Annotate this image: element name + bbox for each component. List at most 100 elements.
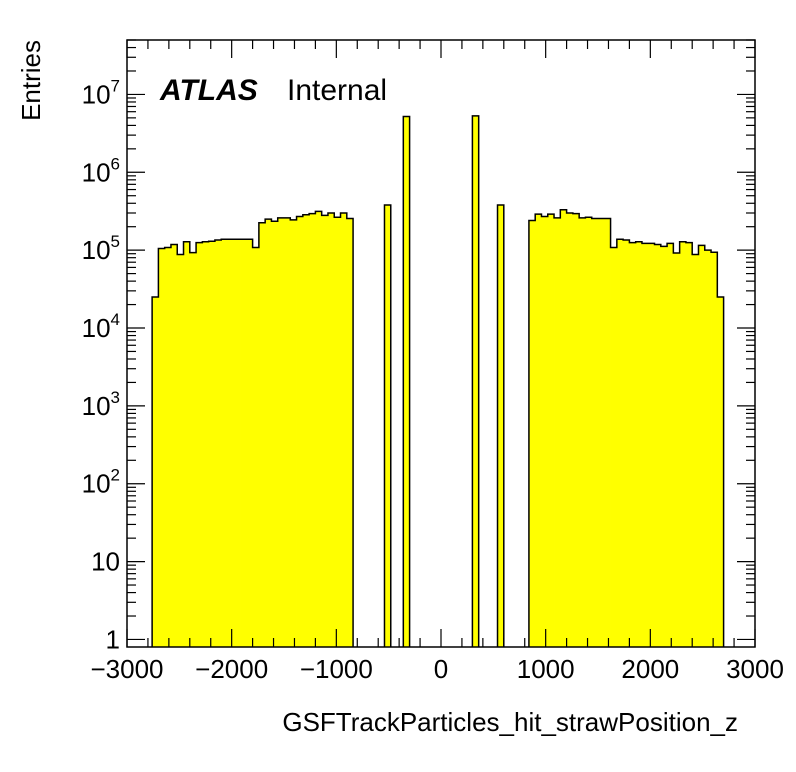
histogram-bar xyxy=(327,212,335,648)
histogram-bar xyxy=(170,244,178,647)
x-axis-title: GSFTrackParticles_hit_strawPosition_z xyxy=(282,707,738,737)
histogram-bar xyxy=(667,243,674,647)
histogram-bar xyxy=(196,242,203,648)
y-tick-base: 10 xyxy=(91,547,120,577)
y-axis-title: Entries xyxy=(16,40,46,121)
histogram-bar xyxy=(692,254,699,647)
y-tick-exponent: 7 xyxy=(111,76,120,95)
histogram-bar xyxy=(547,214,555,647)
histogram-bar xyxy=(384,205,392,647)
histogram-bar xyxy=(202,241,210,647)
y-tick-base: 1 xyxy=(106,624,120,654)
histogram-bar xyxy=(472,115,480,647)
histogram-bar xyxy=(252,247,260,647)
x-tick-label: −1000 xyxy=(300,654,373,684)
y-tick-exponent: 5 xyxy=(111,232,120,251)
histogram-bar xyxy=(623,239,630,647)
y-tick-label: 104 xyxy=(82,310,120,343)
y-tick-label: 106 xyxy=(82,154,120,187)
histogram-bar xyxy=(566,212,574,648)
y-tick-label: 1 xyxy=(106,624,120,654)
histogram-bar xyxy=(302,214,310,647)
histogram-bar xyxy=(227,239,235,648)
y-tick-exponent: 3 xyxy=(111,388,120,407)
y-tick-base: 10 xyxy=(82,469,111,499)
histogram-bar xyxy=(560,209,567,648)
x-tick-labels: −3000 −2000 −1000 0 1000 2000 3000 xyxy=(90,654,783,684)
histogram-bar xyxy=(277,217,285,647)
histogram-bar xyxy=(528,220,536,647)
atlas-label: ATLAS xyxy=(159,74,258,107)
histogram-bar xyxy=(591,218,599,647)
y-tick-label: 102 xyxy=(82,466,120,499)
histogram-bar xyxy=(177,254,184,647)
status-label: Internal xyxy=(287,74,387,107)
y-tick-exponent: 2 xyxy=(111,466,120,485)
histogram-bar xyxy=(246,239,253,648)
histogram-bar xyxy=(214,239,222,647)
histogram-bar xyxy=(208,241,216,647)
histogram-bar xyxy=(641,243,649,647)
histogram-bar xyxy=(258,222,266,647)
histogram-bar xyxy=(704,250,712,647)
histogram-bar xyxy=(685,242,693,648)
y-tick-exponent: 6 xyxy=(111,154,120,173)
histogram-bar xyxy=(616,239,624,648)
x-tick-label: 1000 xyxy=(517,654,575,684)
histogram-bar xyxy=(698,245,706,647)
y-tick-base: 10 xyxy=(82,313,111,343)
y-tick-base: 10 xyxy=(82,157,111,187)
histogram-bar xyxy=(673,252,681,648)
x-tick-label: 3000 xyxy=(726,654,784,684)
y-tick-label: 10 xyxy=(91,547,120,577)
y-tick-base: 10 xyxy=(82,391,111,421)
histogram-bar xyxy=(221,239,228,648)
histogram-bar xyxy=(535,214,542,647)
histogram-bar xyxy=(572,213,580,647)
histogram-bar xyxy=(271,221,279,647)
histogram-bar xyxy=(309,213,316,647)
histogram-bar xyxy=(296,216,304,647)
axis-ticks xyxy=(126,39,756,647)
histogram-bar xyxy=(497,205,505,647)
histogram-bar xyxy=(585,217,593,648)
histogram-bar xyxy=(554,217,561,647)
x-tick-label: −2000 xyxy=(195,654,268,684)
histogram-bar xyxy=(189,252,197,647)
histogram-bar xyxy=(183,241,191,647)
histogram-outline xyxy=(151,115,725,647)
x-tick-label: 2000 xyxy=(621,654,679,684)
histogram-bar xyxy=(158,248,166,647)
histogram-bar xyxy=(233,239,241,648)
histogram-bar xyxy=(340,212,348,648)
histogram-bar xyxy=(679,241,687,647)
histogram-bar xyxy=(346,218,354,647)
y-tick-label: 105 xyxy=(82,232,120,265)
histogram-bar xyxy=(654,244,662,647)
x-tick-label: 0 xyxy=(434,654,448,684)
x-tick-label: −3000 xyxy=(90,654,163,684)
histogram-bar xyxy=(164,247,172,647)
y-tick-exponent: 4 xyxy=(111,310,120,329)
histogram-bar xyxy=(403,116,410,647)
histogram-bar xyxy=(315,211,323,647)
histogram-bar xyxy=(711,252,718,648)
histogram-bar xyxy=(334,217,341,648)
histogram-bar xyxy=(604,218,611,647)
histogram-bar xyxy=(648,243,655,647)
histogram-bar xyxy=(660,246,668,648)
histogram-bars xyxy=(152,115,724,648)
histogram-bar xyxy=(579,217,586,647)
y-tick-base: 10 xyxy=(82,235,111,265)
histogram-bar xyxy=(541,216,549,647)
histogram-bar xyxy=(290,219,297,647)
histogram-bar xyxy=(240,239,247,648)
histogram-bar xyxy=(321,215,329,647)
y-tick-label: 103 xyxy=(82,388,120,421)
y-tick-base: 10 xyxy=(82,79,111,109)
histogram-bar xyxy=(610,247,618,647)
histogram-bar xyxy=(717,297,724,647)
histogram-bar xyxy=(598,218,605,647)
